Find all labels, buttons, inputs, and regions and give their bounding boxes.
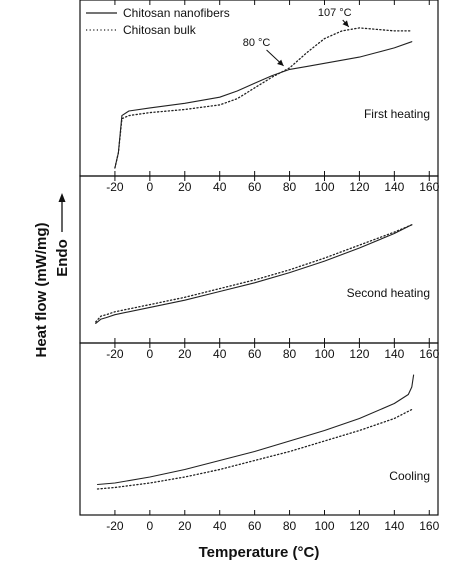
panel-1: -20 0 20 40 60 80 100 120 140 160 First heating 107… bbox=[79, 0, 440, 194]
x-tick-label: 0 bbox=[147, 347, 154, 361]
x-tick-label: 40 bbox=[213, 519, 227, 533]
x-tick-label: 140 bbox=[384, 519, 404, 533]
x-tick-label: 0 bbox=[147, 180, 154, 194]
x-tick-label: -20 bbox=[106, 519, 124, 533]
x-tick-label: 120 bbox=[349, 347, 369, 361]
x-tick-label: -20 bbox=[106, 180, 124, 194]
series-chitosan-nanofibers-line bbox=[96, 374, 415, 486]
endo-arrow-head bbox=[58, 193, 66, 202]
series-chitosan-nanofibers-line bbox=[114, 41, 413, 169]
x-tick-label: 100 bbox=[314, 180, 334, 194]
panel-label: First heating bbox=[364, 107, 430, 121]
x-tick-label: 20 bbox=[178, 519, 192, 533]
series-chitosan-bulk-line bbox=[114, 27, 413, 169]
annotation-arrowhead bbox=[342, 20, 349, 27]
x-tick-label: 60 bbox=[248, 347, 262, 361]
x-tick-label: 0 bbox=[147, 519, 154, 533]
x-tick-label: 100 bbox=[314, 519, 334, 533]
panel-3: -20 0 20 40 60 80 100 120 140 160 Cooling bbox=[79, 342, 440, 533]
series-chitosan-bulk-line bbox=[95, 224, 413, 323]
annotation-label: 107 °C bbox=[318, 7, 352, 19]
x-tick-label: 20 bbox=[178, 347, 192, 361]
panel-2: -20 0 20 40 60 80 100 120 140 160 Second heating bbox=[79, 175, 440, 361]
annotation-label: 80 °C bbox=[243, 37, 271, 49]
series-chitosan-bulk-line bbox=[96, 408, 413, 490]
x-tick-label: 60 bbox=[248, 180, 262, 194]
x-tick-label: 140 bbox=[384, 180, 404, 194]
series-chitosan-nanofibers-line bbox=[95, 224, 413, 324]
x-axis-title: Temperature (°C) bbox=[199, 544, 320, 561]
annotation-arrowhead bbox=[277, 59, 284, 66]
legend-label: Chitosan nanofibers bbox=[123, 6, 230, 20]
x-tick-label: 80 bbox=[283, 519, 297, 533]
x-tick-label: 60 bbox=[248, 519, 262, 533]
panel-label: Cooling bbox=[389, 469, 430, 483]
panel-label: Second heating bbox=[347, 286, 430, 300]
legend: Chitosan nanofibers Chitosan bulk bbox=[86, 6, 230, 37]
x-tick-label: 20 bbox=[178, 180, 192, 194]
x-tick-label: 40 bbox=[213, 347, 227, 361]
x-tick-label: 80 bbox=[283, 347, 297, 361]
x-tick-label: 120 bbox=[349, 519, 369, 533]
x-tick-label: 80 bbox=[283, 180, 297, 194]
x-tick-label: 160 bbox=[419, 347, 439, 361]
x-tick-label: 140 bbox=[384, 347, 404, 361]
x-tick-label: 100 bbox=[314, 347, 334, 361]
y-axis-endo-label: Endo bbox=[54, 239, 71, 277]
x-tick-label: 120 bbox=[349, 180, 369, 194]
panel-frame bbox=[79, 175, 439, 344]
x-tick-label: -20 bbox=[106, 347, 124, 361]
x-tick-label: 40 bbox=[213, 180, 227, 194]
legend-label: Chitosan bulk bbox=[123, 23, 197, 37]
panel-frame bbox=[79, 342, 439, 516]
x-tick-label: 160 bbox=[419, 519, 439, 533]
x-tick-label: 160 bbox=[419, 180, 439, 194]
y-axis-title: Heat flow (mW/mg) bbox=[33, 223, 50, 358]
